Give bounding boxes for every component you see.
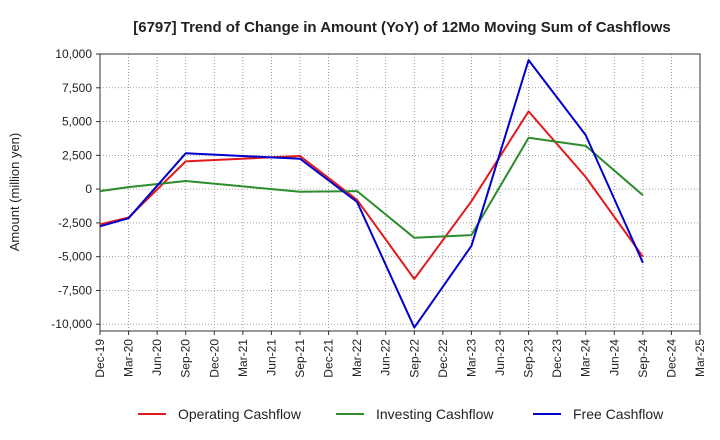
y-tick-label: -10,000 [51,317,92,331]
y-tick-label: -5,000 [58,250,92,264]
x-tick-label: Mar-22 [350,339,364,377]
x-tick-label: Jun-22 [379,339,393,376]
x-tick-label: Sep-24 [636,339,650,378]
x-tick-label: Dec-22 [436,339,450,378]
y-axis-title: Amount (million yen) [7,133,22,252]
y-tick-label: 5,000 [62,115,92,129]
investing-cashflow-legend-label: Investing Cashflow [376,406,494,422]
x-tick-label: Sep-22 [407,339,421,378]
x-tick-label: Sep-23 [522,339,536,378]
x-tick-label: Mar-21 [236,339,250,377]
y-tick-label: 2,500 [62,148,92,162]
y-tick-label: -2,500 [58,216,92,230]
y-tick-label: -7,500 [58,283,92,297]
y-tick-label: 0 [85,182,92,196]
x-tick-label: Dec-19 [93,339,107,378]
x-tick-label: Jun-20 [150,339,164,376]
plot-area: 10,000 7,500 5,000 2,500 0 -2,500 -5,000 -7,500… [51,47,707,378]
chart-title: [6797] Trend of Change in Amount (YoY) o… [133,19,671,36]
x-tick-label: Sep-21 [293,339,307,378]
free-cashflow-legend-label: Free Cashflow [573,406,664,422]
x-tick-label: Jun-23 [493,339,507,376]
x-tick-label: Dec-24 [664,339,678,378]
investing-cashflow-line [99,136,644,239]
x-tick-label: Mar-25 [693,339,707,377]
plot-border [99,53,701,332]
x-tick-label: Dec-23 [550,339,564,378]
x-tick-label: Dec-21 [322,339,336,378]
x-tick-label: Jun-21 [264,339,278,376]
x-tick-label: Sep-20 [179,339,193,378]
x-tick-label: Dec-20 [207,339,221,378]
plot-background [100,54,700,331]
free-cashflow-line [99,59,644,329]
x-tick-label: Mar-20 [122,339,136,377]
operating-cashflow-line [99,110,644,280]
x-tick-label: Mar-23 [464,339,478,377]
operating-cashflow-legend-label: Operating Cashflow [178,406,302,422]
legend: Operating Cashflow Investing Cashflow Free… [138,406,664,422]
x-tick-label: Mar-24 [579,339,593,377]
y-tick-label: 7,500 [62,81,92,95]
x-tick-label: Jun-24 [607,339,621,376]
y-tick-label: 10,000 [55,47,92,61]
